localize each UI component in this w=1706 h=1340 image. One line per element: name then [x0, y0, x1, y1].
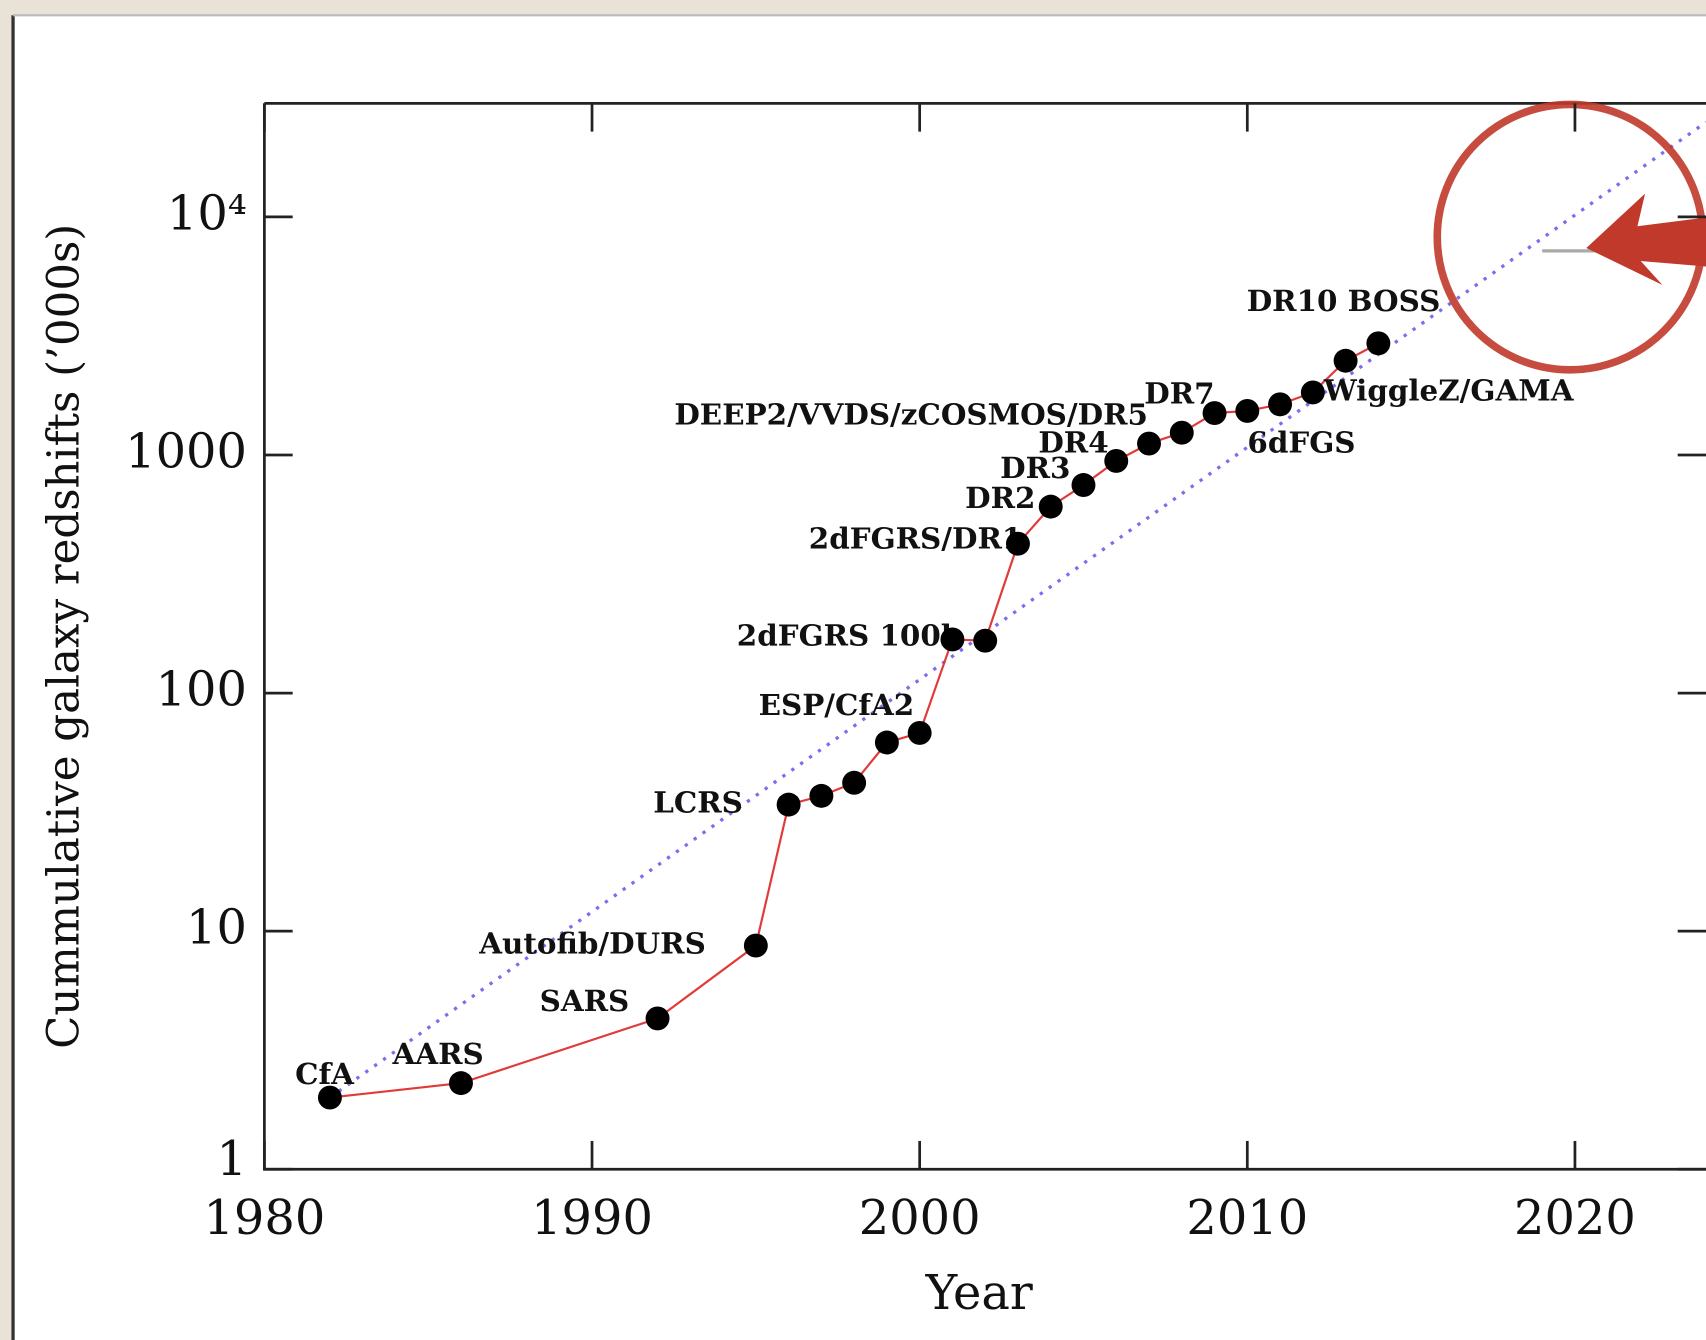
point-label: DR3 [1000, 450, 1070, 485]
point-label: WiggleZ/GAMA [1323, 372, 1575, 407]
data-point [776, 792, 801, 817]
data-point [973, 628, 998, 653]
y-tick-label: 10 [186, 901, 247, 956]
point-label: DR2 [965, 480, 1035, 515]
data-point [1104, 448, 1129, 473]
data-point [1366, 331, 1391, 356]
data-point [449, 1071, 473, 1096]
x-tick-label: 1990 [531, 1191, 653, 1246]
data-point [317, 1085, 342, 1110]
data-point [940, 627, 965, 652]
y-tick-label: 10⁴ [167, 186, 247, 241]
y-tick-label: 100 [156, 663, 247, 718]
data-point [1071, 473, 1096, 497]
x-tick-label: 2020 [1514, 1191, 1636, 1246]
marks: CfA AARS SARS Autofib/DURS LCRS ESP/CfA2 2dFGR… [295, 283, 1575, 1110]
x-tick-label: 2010 [1186, 1191, 1308, 1246]
point-label: DR10 BOSS [1247, 283, 1441, 318]
data-point [645, 1006, 670, 1031]
x-tick-label: 1980 [203, 1191, 325, 1246]
data-point [1137, 431, 1161, 456]
y-axis-label: Cummulative galaxy redshifts (’000s) [39, 224, 89, 1049]
point-label: DR4 [1038, 425, 1108, 460]
data-point [907, 720, 932, 745]
point-label: ESP/CfA2 [759, 687, 915, 722]
x-axis-label: Year [925, 1266, 1033, 1321]
point-label: 2dFGRS 100k [737, 617, 962, 652]
data-point [1300, 380, 1325, 405]
x-tick-label: 2000 [859, 1191, 981, 1246]
data-point [842, 770, 867, 795]
data-point [743, 933, 768, 958]
y-tick-label: 1000 [125, 425, 247, 480]
point-label: DR7 [1144, 376, 1214, 411]
data-point [1235, 398, 1260, 423]
data-point [1005, 531, 1030, 556]
point-label: Autofib/DURS [478, 926, 706, 961]
annotation-arrow [1586, 193, 1706, 285]
point-label: AARS [392, 1036, 484, 1071]
canvas [13, 15, 1706, 1340]
point-label: LCRS [653, 785, 743, 820]
point-label: SARS [540, 983, 630, 1018]
data-point [1038, 494, 1063, 519]
y-tick-label: 1 [217, 1132, 247, 1187]
point-label: DEEP2/VVDS/zCOSMOS/DR5 [674, 396, 1148, 431]
data-point [1169, 420, 1194, 445]
data-point [1333, 348, 1358, 373]
data-point [809, 783, 834, 808]
data-point [874, 730, 899, 755]
point-label: 6dFGS [1247, 425, 1355, 460]
data-point [1268, 392, 1293, 417]
trend-line [328, 120, 1706, 1099]
data-point [1202, 401, 1227, 426]
point-label: CfA [295, 1056, 355, 1091]
point-label: 2dFGRS/DR1 [809, 520, 1023, 555]
